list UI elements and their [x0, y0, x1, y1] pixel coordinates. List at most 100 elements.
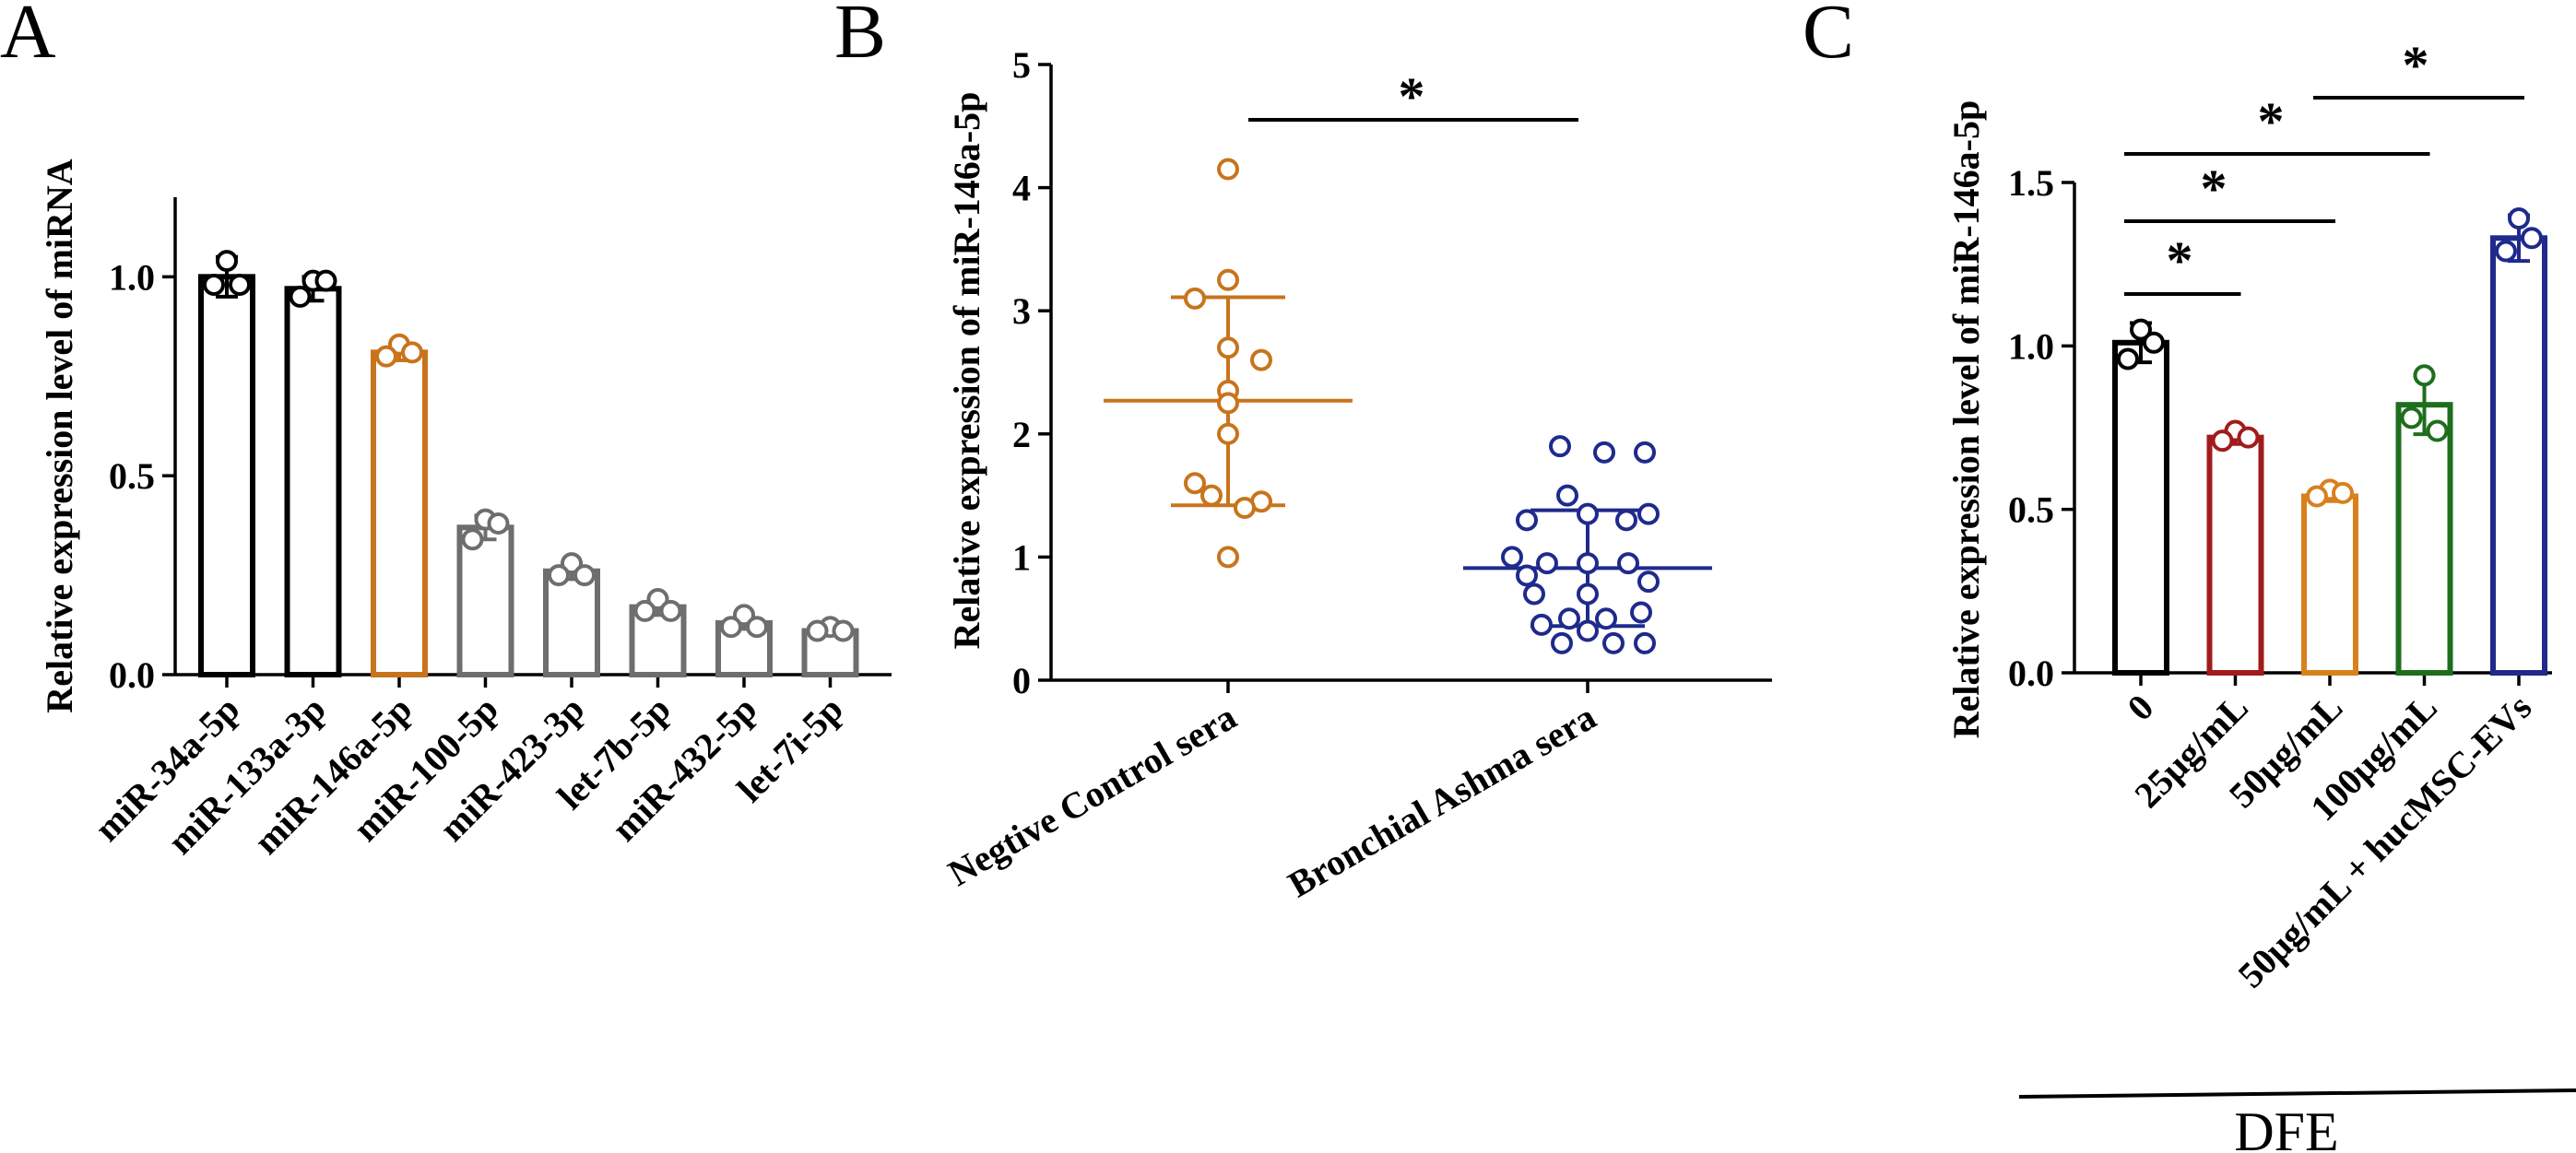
data-point — [548, 564, 570, 587]
data-point — [2332, 481, 2354, 504]
y-tick-label: 1.5 — [2008, 162, 2054, 204]
data-point — [1200, 484, 1223, 507]
data-point — [2508, 207, 2530, 230]
x-category-label: Bronchial Ashma sera — [1281, 696, 1602, 906]
data-point — [2413, 364, 2436, 387]
data-point — [401, 341, 423, 364]
data-point — [2130, 318, 2152, 341]
x-category-label: Negtive Control sera — [941, 696, 1244, 894]
data-point — [461, 528, 484, 551]
data-point — [1530, 613, 1553, 636]
data-point — [1595, 607, 1617, 630]
bar — [2206, 434, 2264, 677]
panel-letter-b: B — [834, 0, 886, 75]
y-tick-label: 5 — [1012, 44, 1031, 86]
data-point — [2521, 227, 2543, 250]
y-tick-label: 3 — [1012, 290, 1031, 332]
data-point — [216, 250, 238, 273]
y-tick-label: 0.0 — [109, 654, 155, 696]
data-point — [1250, 348, 1272, 371]
data-point — [1577, 619, 1599, 642]
y-tick-label: 0.0 — [2008, 653, 2054, 694]
data-point — [2211, 429, 2234, 453]
data-point — [1551, 631, 1573, 654]
data-point — [229, 273, 251, 296]
data-point — [1516, 564, 1538, 587]
data-point — [1593, 441, 1615, 464]
data-point — [314, 269, 337, 292]
data-point — [1536, 552, 1558, 575]
y-axis-title: Relative expression of miR-146a-5p — [946, 92, 987, 650]
data-point — [1637, 502, 1660, 525]
significance-star: * — [2201, 159, 2227, 218]
data-point — [1217, 268, 1239, 291]
data-point — [1630, 601, 1652, 624]
data-point — [1523, 582, 1545, 606]
data-point — [1184, 472, 1206, 495]
data-point — [659, 599, 682, 622]
panel-c-bar-chart: 0.0 0.5 1.0 1.5 Relative expression level of… — [1945, 35, 2576, 1153]
y-tick-label: 1.0 — [2008, 325, 2054, 367]
panel-letter-c: C — [1802, 0, 1854, 75]
data-point — [1501, 546, 1523, 569]
data-point — [487, 512, 510, 535]
data-point — [2426, 419, 2449, 442]
y-axis-title: Relative expression level of miR-146a-5p — [1945, 100, 1987, 738]
data-point — [1234, 496, 1256, 519]
bar — [2395, 402, 2453, 676]
data-point — [1637, 571, 1660, 594]
data-point — [1217, 158, 1239, 181]
y-tick-label: 0.5 — [2008, 489, 2054, 531]
data-point — [289, 285, 312, 308]
panel-a-bar-chart: 0.0 0.5 1.0 Relative expression level of mi… — [39, 159, 892, 862]
y-axis-title: Relative expression level of miRNA — [39, 159, 80, 712]
data-point — [375, 345, 397, 368]
data-point — [1558, 607, 1580, 630]
data-point — [2306, 485, 2328, 508]
data-point — [1577, 502, 1599, 525]
data-point — [1617, 552, 1639, 575]
data-point — [561, 552, 583, 575]
data-point — [1577, 552, 1599, 575]
y-tick-label: 1 — [1012, 536, 1031, 578]
data-point — [1549, 435, 1571, 458]
bar — [2112, 339, 2169, 676]
significance-star: * — [2403, 35, 2429, 95]
y-tick-label: 0 — [1012, 660, 1031, 701]
y-tick-label: 2 — [1012, 414, 1031, 455]
x-category-label: 0 — [2119, 687, 2161, 729]
data-point — [1217, 422, 1239, 445]
data-point — [573, 564, 596, 587]
data-point — [806, 619, 829, 642]
y-tick-label: 4 — [1012, 168, 1031, 209]
significance-star: * — [2167, 230, 2193, 290]
data-point — [646, 587, 669, 610]
panel-letter-a: A — [0, 0, 56, 75]
data-point — [1602, 631, 1625, 654]
data-point — [2117, 347, 2139, 371]
data-point — [203, 273, 225, 296]
data-point — [2400, 406, 2423, 429]
bar — [198, 274, 255, 677]
data-point — [1615, 509, 1637, 532]
data-point — [1634, 441, 1656, 464]
data-point — [832, 619, 855, 642]
data-point — [733, 604, 755, 627]
data-point — [2143, 331, 2165, 354]
data-point — [1184, 287, 1206, 310]
data-point — [633, 599, 656, 622]
bar — [371, 349, 428, 677]
bar — [2301, 493, 2358, 676]
data-point — [1556, 484, 1578, 507]
x-axis-title: DFE — [2234, 1101, 2338, 1153]
bar — [456, 524, 514, 677]
data-point — [746, 616, 768, 639]
bar — [2490, 235, 2547, 676]
data-point — [1217, 336, 1239, 359]
data-point — [1516, 509, 1538, 532]
dfe-group-line — [2018, 1088, 2576, 1099]
y-tick-label: 1.0 — [109, 256, 155, 298]
panel-b-scatter-chart: 0 1 2 3 4 5 Relative expression of miR-146a-5p… — [941, 44, 1772, 905]
data-point — [2495, 240, 2517, 263]
